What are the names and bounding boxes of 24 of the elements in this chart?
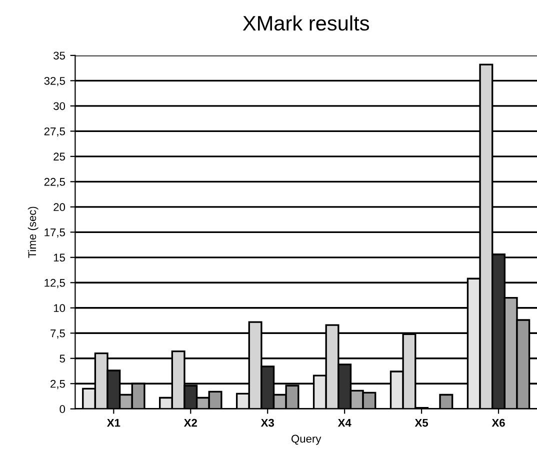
y-tick-label: 27,5 bbox=[44, 127, 65, 137]
y-axis-title: Time (sec) bbox=[28, 206, 38, 258]
y-tick-label: 32,5 bbox=[44, 76, 65, 86]
x-tick-label: X3 bbox=[260, 418, 274, 427]
y-tick-label: 2,5 bbox=[50, 380, 65, 390]
y-tick-label: 22,5 bbox=[44, 178, 65, 188]
chart-title: XMark results bbox=[242, 15, 370, 31]
y-tick-label: 25 bbox=[54, 152, 65, 161]
x-tick-label: X5 bbox=[414, 419, 428, 427]
y-tick-label: 0 bbox=[60, 405, 66, 414]
x-tick-label: X4 bbox=[338, 419, 352, 427]
y-tick-label: 15 bbox=[54, 254, 65, 262]
x-tick-label: X2 bbox=[184, 418, 197, 427]
y-tick-label: 17,5 bbox=[44, 228, 65, 238]
y-tick-label: 12,5 bbox=[44, 278, 65, 288]
y-tick-label: 30 bbox=[54, 102, 66, 110]
y-tick-label: 7,5 bbox=[50, 330, 65, 339]
y-tick-label: 10 bbox=[54, 304, 66, 312]
y-tick-label: 5 bbox=[60, 354, 65, 363]
y-tick-label: 20 bbox=[54, 203, 66, 212]
x-tick-label: X6 bbox=[492, 418, 505, 427]
x-tick-label: X1 bbox=[106, 419, 120, 427]
y-tick-label: 35 bbox=[54, 52, 65, 60]
x-axis-title: Query bbox=[291, 434, 322, 445]
